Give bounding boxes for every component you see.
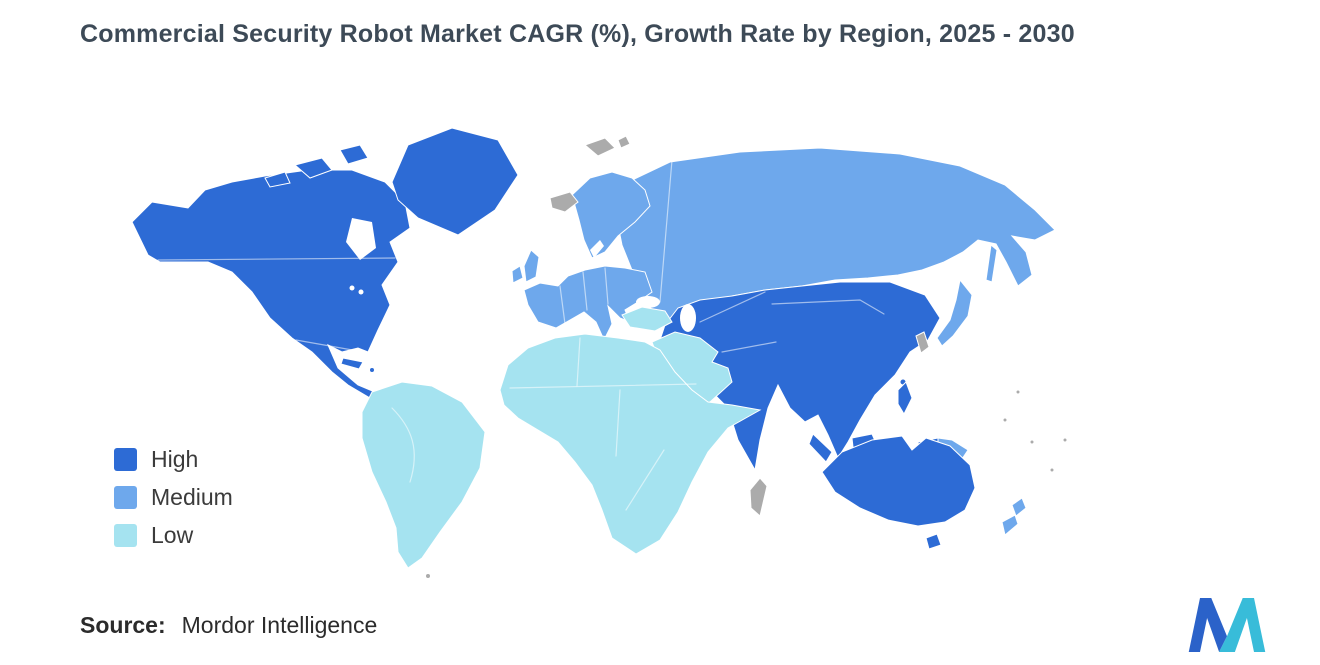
legend-swatch-medium-icon: [114, 486, 137, 509]
legend: High Medium Low: [114, 448, 233, 547]
legend-swatch-high-icon: [114, 448, 137, 471]
legend-label-medium: Medium: [151, 484, 233, 510]
mordor-intelligence-logo-icon: [1188, 598, 1266, 652]
page-title: Commercial Security Robot Market CAGR (%…: [80, 20, 1075, 48]
legend-label-low: Low: [151, 522, 194, 548]
region-south-america: [361, 381, 486, 569]
legend-item-medium: Medium: [114, 486, 233, 509]
region-europe: [511, 171, 653, 342]
water-bodies: [346, 218, 696, 332]
region-new-zealand: [1001, 497, 1027, 536]
region-japan: [936, 278, 973, 347]
legend-swatch-low-icon: [114, 524, 137, 547]
legend-item-high: High: [114, 448, 233, 471]
source-label: Source:: [80, 612, 166, 638]
region-north-america: [131, 127, 519, 423]
world-map-svg: [131, 127, 1068, 579]
country-borders: [157, 159, 885, 511]
region-no-data: [425, 135, 1068, 579]
source-value: Mordor Intelligence: [181, 612, 378, 638]
legend-item-low: Low: [114, 524, 233, 547]
source-line: Source: Mordor Intelligence: [80, 612, 377, 639]
legend-label-high: High: [151, 446, 199, 472]
region-middle-east-africa: [499, 306, 762, 555]
world-map: [60, 90, 1140, 590]
region-australia: [821, 435, 976, 550]
